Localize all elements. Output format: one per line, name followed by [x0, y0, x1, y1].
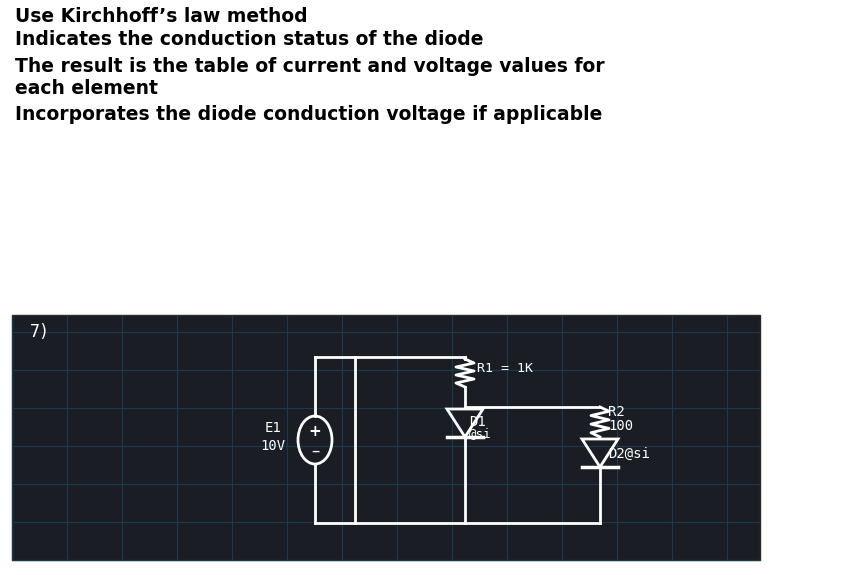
Text: D2@si: D2@si	[608, 447, 650, 461]
Text: Use Kirchhoff’s law method: Use Kirchhoff’s law method	[15, 7, 308, 26]
Text: D1: D1	[469, 415, 486, 429]
Text: R1 = 1K: R1 = 1K	[477, 362, 533, 375]
Text: each element: each element	[15, 79, 158, 98]
Text: Indicates the conduction status of the diode: Indicates the conduction status of the d…	[15, 30, 484, 49]
Text: 10V: 10V	[260, 439, 286, 453]
Text: R2: R2	[608, 405, 625, 419]
Bar	[12, 315, 760, 560]
Text: +: +	[309, 424, 321, 439]
Text: –: –	[311, 442, 319, 460]
Text: E1: E1	[265, 421, 282, 435]
Text: The result is the table of current and voltage values for: The result is the table of current and v…	[15, 57, 604, 76]
Text: Incorporates the diode conduction voltage if applicable: Incorporates the diode conduction voltag…	[15, 105, 603, 124]
Text: 100: 100	[608, 419, 633, 433]
Text: @si: @si	[469, 427, 491, 440]
Text: 7): 7)	[30, 323, 50, 341]
